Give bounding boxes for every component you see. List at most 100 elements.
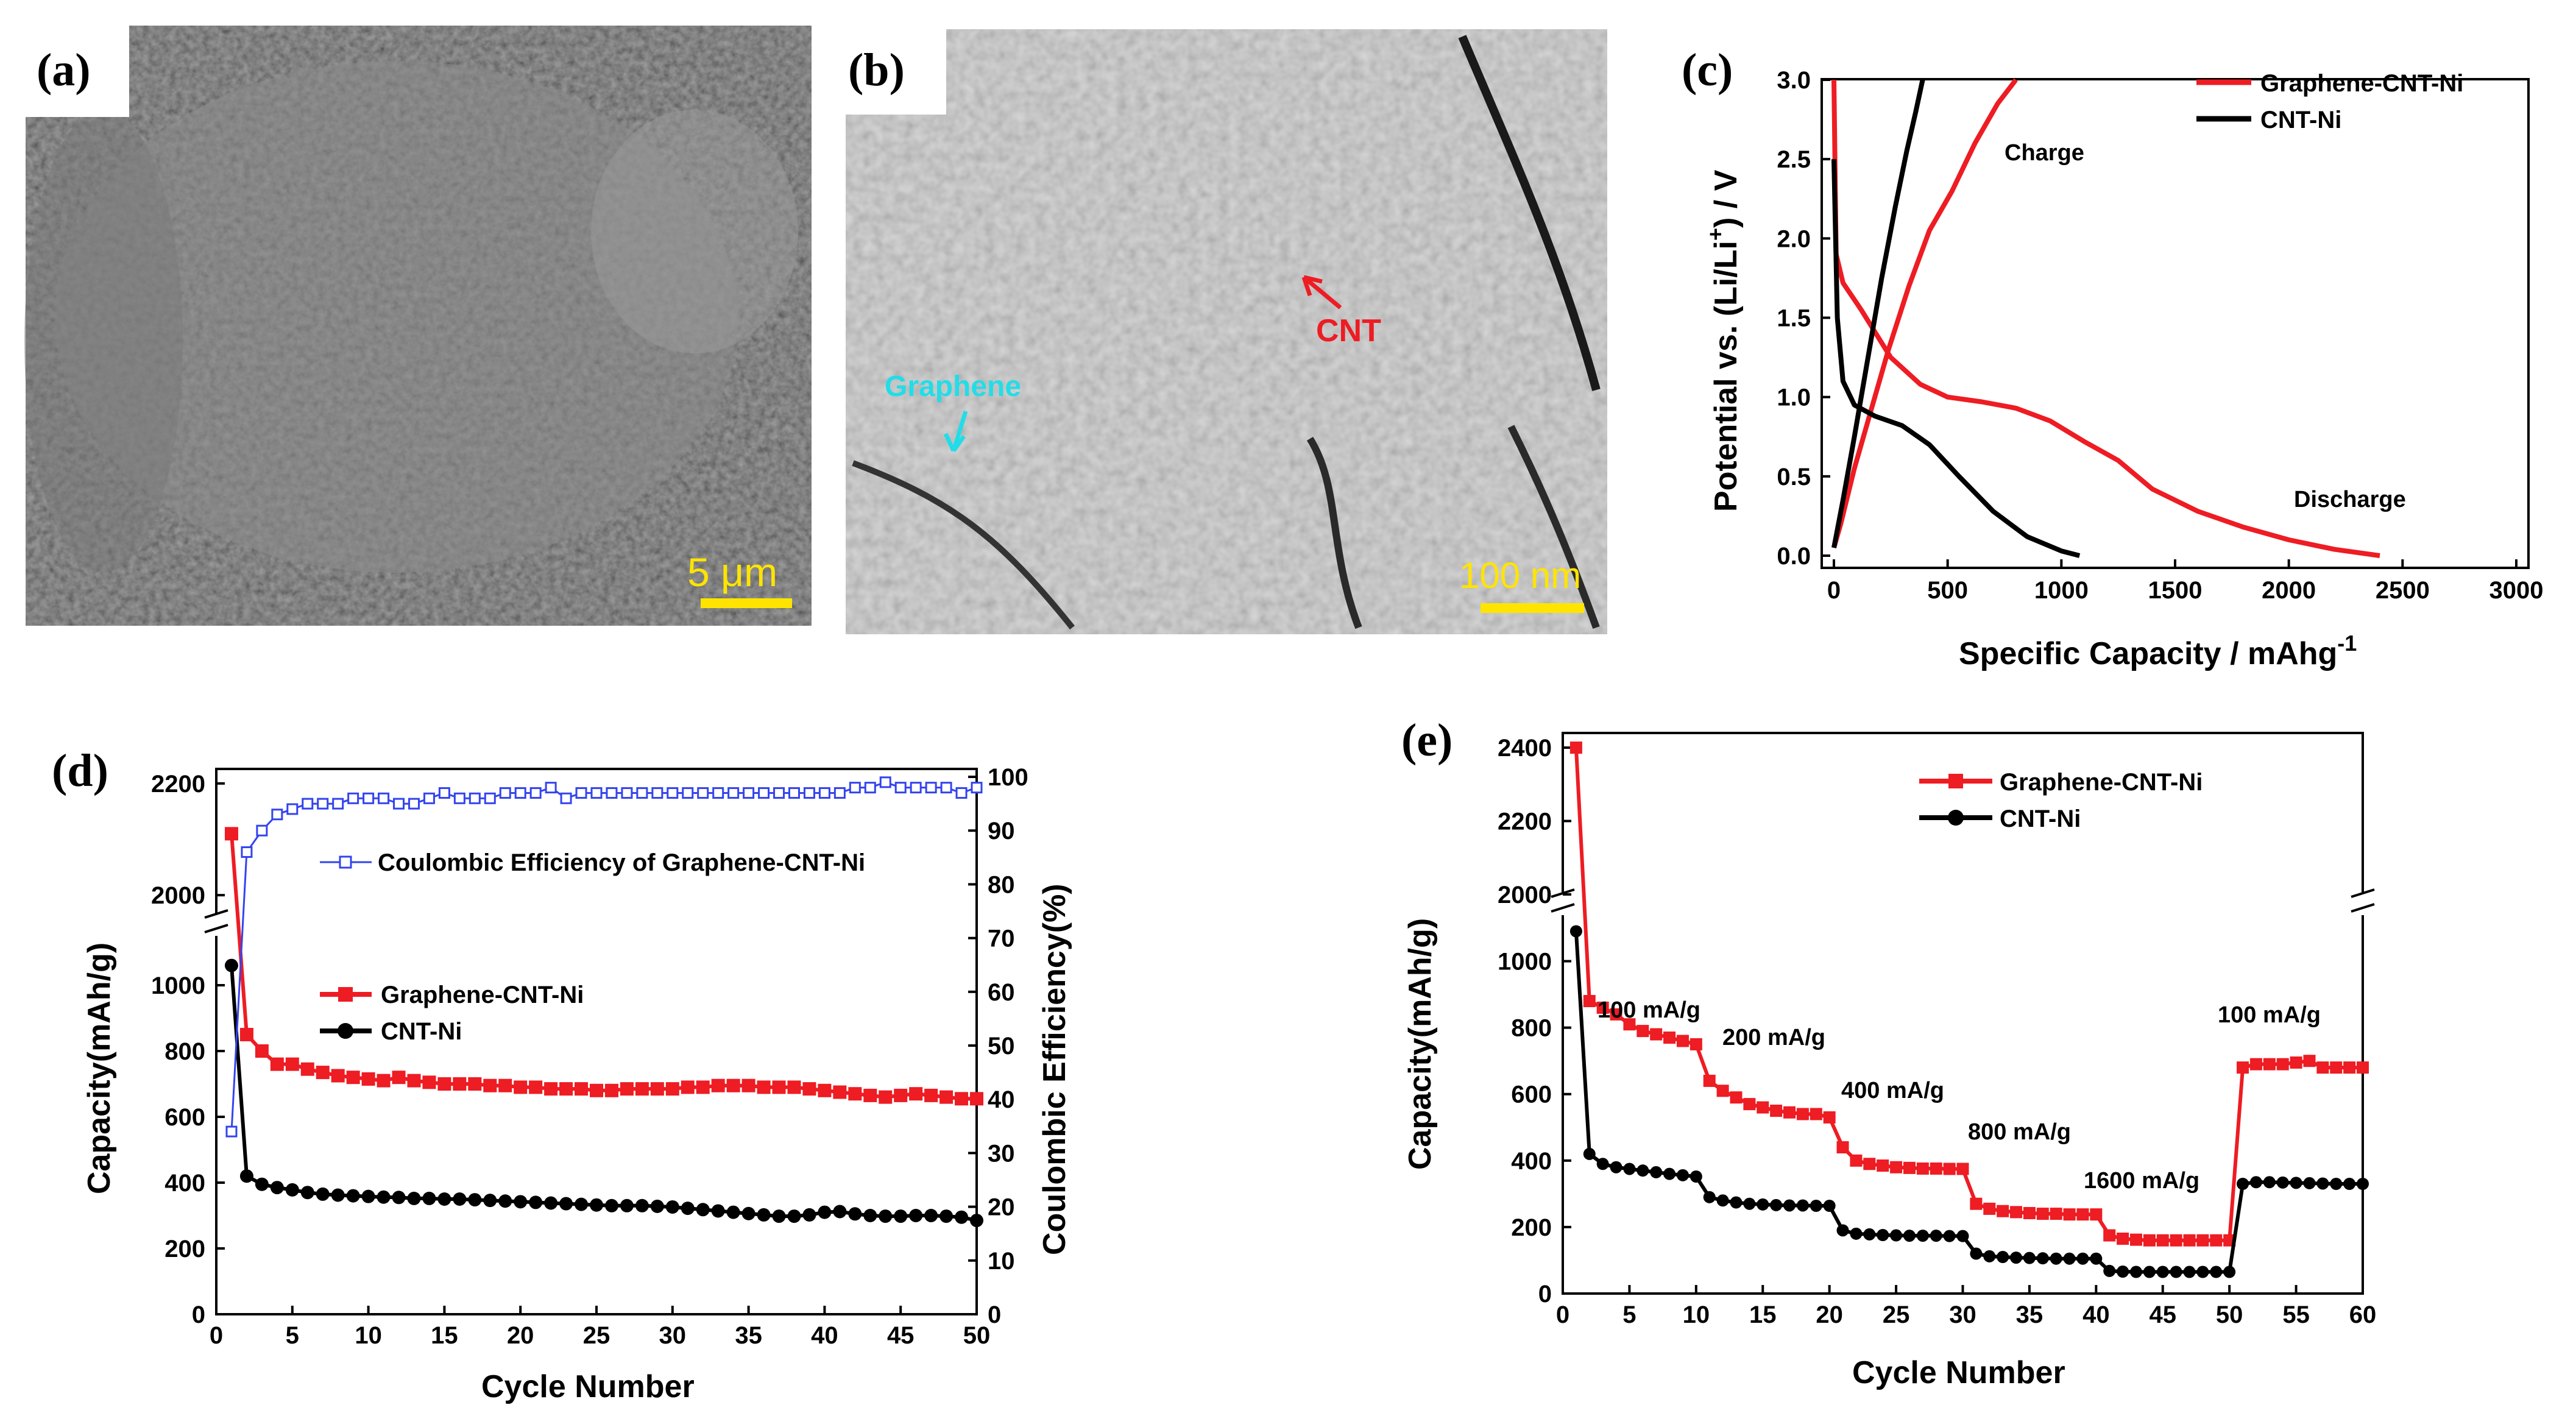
d-point-cnt xyxy=(604,1198,618,1212)
e-point-cnt xyxy=(2103,1264,2116,1277)
e-axis-break-mask-right xyxy=(2354,893,2372,915)
d-point-graphene xyxy=(239,1028,253,1041)
d-point-graphene xyxy=(437,1077,451,1091)
e-x-tick-label: 15 xyxy=(1749,1301,1777,1328)
d-point-graphene xyxy=(316,1066,330,1080)
d-point-graphene xyxy=(224,827,238,841)
d-x-tick-label: 15 xyxy=(431,1322,458,1349)
d-point-graphene xyxy=(955,1092,969,1106)
e-point-graphene xyxy=(1637,1025,1649,1038)
e-point-cnt xyxy=(2010,1251,2023,1264)
e-point-cnt xyxy=(2076,1252,2089,1265)
d-point-cnt xyxy=(696,1203,710,1217)
e-point-graphene xyxy=(1770,1105,1783,1117)
e-series-line xyxy=(1574,747,2363,1242)
panel-e: (e) 0 5 10 15 20 25 30 35 40 45 50 55 60 0 200 400 600 8… xyxy=(1401,715,2376,1390)
d-point-graphene xyxy=(468,1077,482,1091)
panel-c-frame xyxy=(1821,78,2530,569)
d-point-cnt xyxy=(255,1177,269,1191)
e-point-graphene xyxy=(1583,995,1596,1007)
d-point-cnt xyxy=(544,1196,558,1210)
scale-bar-label-a: 5 μm xyxy=(687,550,777,595)
sem-particle-cluster xyxy=(55,61,737,573)
e-legend-marker-graphene xyxy=(1948,774,1963,788)
d-point-graphene xyxy=(285,1057,299,1071)
e-x-tick-label: 25 xyxy=(1883,1301,1910,1328)
e-series-group xyxy=(1569,742,2369,1278)
e-point-cnt xyxy=(2263,1176,2276,1189)
d-right-tick-label: 90 xyxy=(988,818,1015,844)
e-point-graphene xyxy=(1877,1159,1889,1172)
d-point-cnt xyxy=(955,1210,969,1224)
c-y-tick-label: 2.5 xyxy=(1777,146,1811,173)
d-point-graphene xyxy=(453,1077,467,1091)
d-point-graphene xyxy=(726,1078,740,1092)
e-point-cnt xyxy=(1850,1227,1863,1240)
d-point-ce xyxy=(773,787,785,799)
e-point-graphene xyxy=(2183,1234,2196,1247)
e-point-graphene xyxy=(2237,1061,2249,1074)
d-point-ce xyxy=(590,787,603,799)
d-point-cnt xyxy=(453,1192,467,1206)
e-break-mark-right-bottom xyxy=(2351,903,2375,913)
d-point-graphene xyxy=(757,1080,771,1094)
e-point-cnt xyxy=(2276,1176,2289,1189)
d-point-cnt xyxy=(620,1198,634,1212)
c-x-tick-label: 3000 xyxy=(2489,577,2544,604)
d-point-graphene xyxy=(544,1082,558,1096)
d-x-tick-label: 10 xyxy=(355,1322,382,1349)
e-point-graphene xyxy=(2090,1208,2103,1221)
e-point-graphene xyxy=(2117,1233,2129,1245)
d-x-tick-label: 35 xyxy=(735,1322,762,1349)
c-legend-cnt: CNT-Ni xyxy=(2260,107,2341,133)
d-x-tick-label: 45 xyxy=(887,1322,915,1349)
e-legend-cnt: CNT-Ni xyxy=(2000,805,2081,832)
c-x-tick-label: 1000 xyxy=(2034,577,2089,604)
c-x-ticks: 0 500 1000 1500 2000 2500 3000 xyxy=(1827,559,2544,604)
d-point-ce xyxy=(393,798,405,810)
d-point-ce xyxy=(560,792,572,804)
d-point-cnt xyxy=(848,1207,862,1221)
e-point-cnt xyxy=(1810,1200,1822,1212)
d-point-cnt xyxy=(863,1209,877,1222)
d-point-cnt xyxy=(711,1204,725,1218)
c-series-line xyxy=(1831,79,2380,558)
d-point-ce xyxy=(940,782,952,794)
d-point-cnt xyxy=(772,1209,786,1223)
d-point-cnt xyxy=(802,1208,816,1222)
d-point-cnt xyxy=(331,1188,345,1202)
e-point-graphene xyxy=(1863,1158,1876,1170)
d-point-graphene xyxy=(939,1090,954,1104)
e-point-graphene xyxy=(1943,1163,1956,1175)
d-point-graphene xyxy=(802,1082,816,1096)
d-point-graphene xyxy=(331,1069,345,1083)
d-x-tick-label: 0 xyxy=(210,1322,223,1349)
e-point-cnt xyxy=(1956,1230,1969,1242)
d-point-cnt xyxy=(635,1198,649,1212)
tem-fiber-4 xyxy=(1507,425,1600,629)
d-point-graphene xyxy=(696,1080,710,1094)
e-point-graphene xyxy=(1836,1141,1849,1153)
d-point-graphene xyxy=(894,1088,908,1102)
e-point-cnt xyxy=(1596,1158,1609,1170)
d-point-ce xyxy=(499,787,511,799)
d-x-tick-label: 20 xyxy=(507,1322,534,1349)
annotation-graphene: Graphene xyxy=(885,370,1021,403)
e-point-graphene xyxy=(1903,1161,1916,1174)
e-point-cnt xyxy=(1623,1163,1636,1175)
e-point-cnt xyxy=(2063,1252,2076,1265)
e-point-cnt xyxy=(1637,1164,1649,1177)
e-point-cnt xyxy=(2170,1266,2182,1278)
d-y-ticks: 0 200 400 600 800 1000 2000 2200 xyxy=(151,771,225,1328)
c-y-tick-label: 3.0 xyxy=(1777,67,1811,94)
d-point-cnt xyxy=(894,1209,908,1223)
e-point-cnt xyxy=(1983,1250,1996,1262)
d-point-cnt xyxy=(270,1181,284,1195)
d-point-ce xyxy=(803,787,815,799)
d-point-ce xyxy=(651,787,663,799)
d-point-cnt xyxy=(818,1205,832,1219)
e-annotation-200: 200 mA/g xyxy=(1722,1025,1825,1050)
e-point-cnt xyxy=(1823,1200,1836,1212)
d-x-axis-title: Cycle Number xyxy=(481,1369,695,1404)
d-point-ce xyxy=(727,787,740,799)
